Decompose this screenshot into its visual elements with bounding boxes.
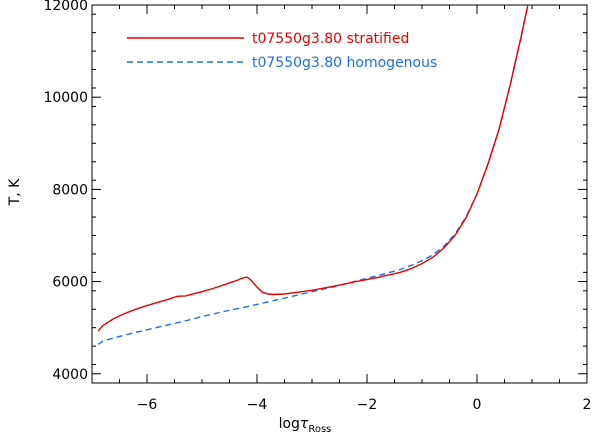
legend-item-stratified-label: t07550g3.80 stratified <box>252 31 409 47</box>
x-tick-label: 2 <box>583 397 592 413</box>
ticks: −6 −4 −2 0 2 4000 6000 8000 10000 12000 <box>43 0 591 413</box>
legend-item-homogenous-label: t07550g3.80 homogenous <box>252 55 437 71</box>
y-tick-label: 10000 <box>43 90 88 106</box>
series-group <box>97 5 529 345</box>
x-tick-label: −6 <box>137 397 158 413</box>
x-tick-label: 0 <box>473 397 482 413</box>
y-tick-label: 12000 <box>43 0 88 14</box>
x-axis-label-sub: Ross <box>308 424 331 435</box>
y-tick-label: 6000 <box>52 275 88 291</box>
x-axis-label: logτRoss <box>279 416 332 435</box>
legend: t07550g3.80 stratified t07550g3.80 homoge… <box>127 31 437 71</box>
series-line-homogenous <box>97 5 529 345</box>
y-axis-label: T, K <box>7 178 23 206</box>
x-axis-label-tau: τ <box>300 416 309 432</box>
x-tick-label: −2 <box>357 397 378 413</box>
y-tick-label: 8000 <box>52 182 88 198</box>
x-axis-label-log: log <box>279 416 300 432</box>
x-tick-label: −4 <box>247 397 268 413</box>
y-tick-label: 4000 <box>52 367 88 383</box>
series-line-stratified <box>97 5 529 332</box>
